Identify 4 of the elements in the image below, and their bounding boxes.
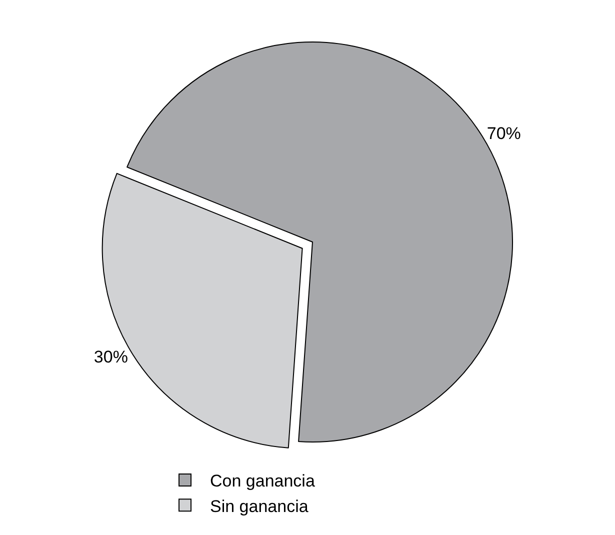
data-label: 70% xyxy=(486,124,521,143)
data-label: 30% xyxy=(94,348,128,367)
legend-label: Sin ganancia xyxy=(210,496,309,516)
legend-label: Con ganancia xyxy=(210,472,316,491)
